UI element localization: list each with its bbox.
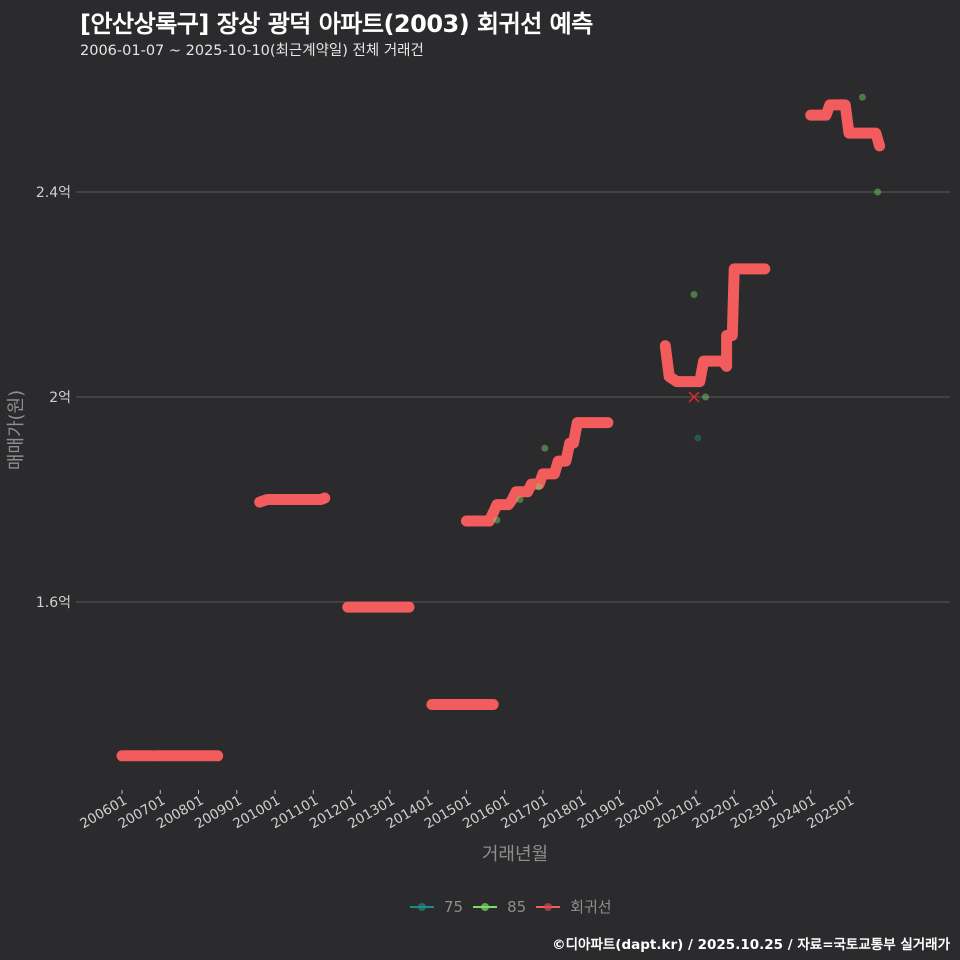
x-marker xyxy=(688,391,700,403)
scatter-point-85 xyxy=(858,93,866,101)
scatter-point-85 xyxy=(493,516,501,524)
legend-label-regression: 회귀선 xyxy=(570,898,612,916)
x-axis-ticks: 2006012007012008012009012010012011012012… xyxy=(77,790,857,832)
scatter-point-85 xyxy=(535,483,543,491)
regression-line xyxy=(116,99,886,762)
regression-segment xyxy=(659,263,771,388)
legend-label-75: 75 xyxy=(444,897,464,916)
scatter-point-85 xyxy=(541,444,549,452)
legend-key-75-icon xyxy=(410,900,434,914)
regression-segment xyxy=(254,492,331,508)
scatter-points xyxy=(493,93,882,524)
scatter-point-75 xyxy=(694,434,702,442)
y-tick-label: 2억 xyxy=(49,390,71,406)
scatter-point-85 xyxy=(702,393,710,401)
legend-item-75[interactable]: 75 xyxy=(410,898,463,916)
y-tick-label: 1.6억 xyxy=(36,595,71,611)
regression-segment xyxy=(460,417,614,527)
scatter-point-85 xyxy=(690,291,698,298)
x-axis-title: 거래년월 xyxy=(482,844,548,865)
x-marker-icon xyxy=(688,391,700,403)
regression-segment xyxy=(805,99,886,152)
y-axis-ticks: 1.6억 2억 2.4억 xyxy=(36,185,71,611)
y-axis-title: 매매가(원) xyxy=(6,390,27,470)
legend-key-85-icon xyxy=(473,900,498,914)
chart-title: [안산상록구] 장상 광덕 아파트(2003) 회귀선 예측 xyxy=(80,10,593,38)
legend: 75 85 회귀선 xyxy=(410,896,612,917)
scatter-point-85 xyxy=(516,496,524,503)
y-tick-label: 2.4억 xyxy=(36,185,71,201)
source-caption: ©디아파트(dapt.kr) / 2025.10.25 / 자료=국토교통부 실… xyxy=(552,937,950,953)
legend-item-regression[interactable]: 회귀선 xyxy=(536,896,612,917)
scatter-point-85 xyxy=(874,188,882,196)
legend-label-85: 85 xyxy=(507,897,527,916)
gridlines xyxy=(76,191,950,603)
legend-item-85[interactable]: 85 xyxy=(473,898,526,916)
legend-key-regression-icon xyxy=(536,900,561,914)
chart-subtitle: 2006-01-07 ~ 2025-10-10(최근계약일) 전체 거래건 xyxy=(80,43,424,59)
